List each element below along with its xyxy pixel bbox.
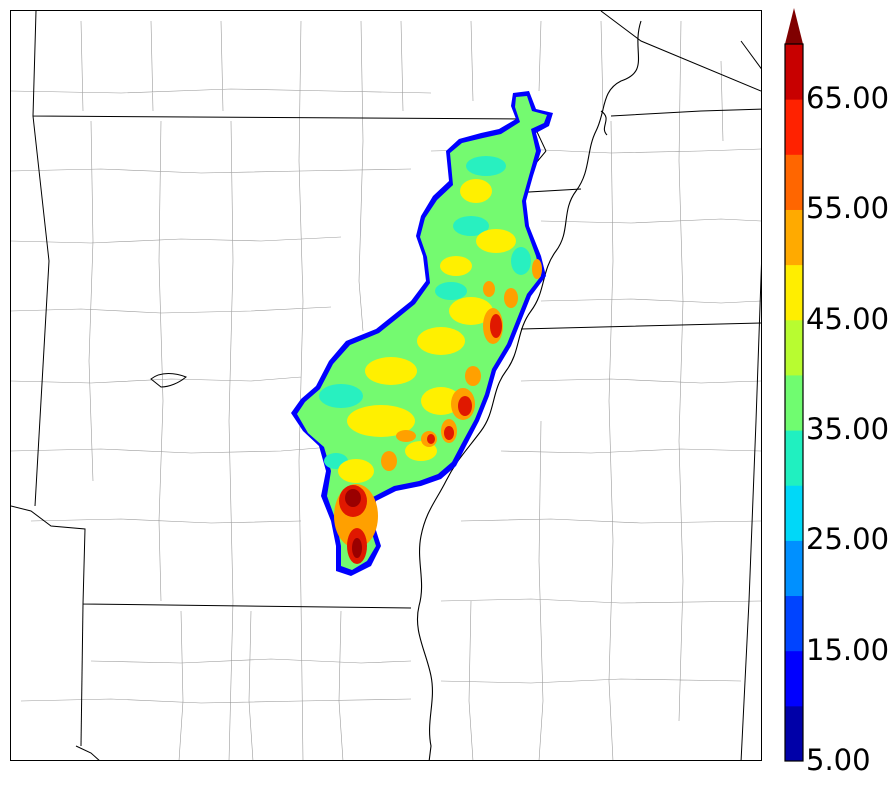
colorbar-bins <box>785 44 803 762</box>
colorbar-bin <box>785 705 803 762</box>
colorbar-bin <box>785 650 803 707</box>
colorbar-bin <box>785 44 803 100</box>
colorbar-tick-label: 25.00 <box>806 522 890 557</box>
colorbar-bin <box>785 154 803 210</box>
colorbar-tick-label: 5.00 <box>806 743 871 777</box>
colorbar-bin <box>785 430 803 486</box>
field-darkred-patches <box>345 489 362 558</box>
colorbar-tick-label: 45.00 <box>806 301 890 336</box>
map-canvas <box>11 11 761 760</box>
county-boundaries <box>11 20 761 760</box>
colorbar-bin <box>785 264 803 321</box>
colorbar-tick-label: 35.00 <box>806 412 890 447</box>
colorbar-tick-label: 65.00 <box>806 81 890 116</box>
colorbar-bin <box>785 485 803 541</box>
field-cyan-patches <box>319 156 531 469</box>
colorbar-bin <box>785 319 803 376</box>
colorbar-bin <box>785 540 803 597</box>
map-panel <box>10 10 762 761</box>
state-boundaries <box>11 11 761 760</box>
mississippi-river <box>416 20 642 760</box>
colorbar-bin <box>785 209 803 266</box>
precip-field <box>291 91 553 576</box>
colorbar-bin <box>785 99 803 155</box>
colorbar-bin <box>785 374 803 431</box>
colorbar <box>784 8 804 762</box>
colorbar-extend-arrow <box>785 8 803 44</box>
colorbar-bin <box>785 595 803 652</box>
colorbar-frame <box>784 43 804 762</box>
colorbar-tick-label: 55.00 <box>806 191 890 226</box>
colorbar-tick-label: 15.00 <box>806 632 890 667</box>
